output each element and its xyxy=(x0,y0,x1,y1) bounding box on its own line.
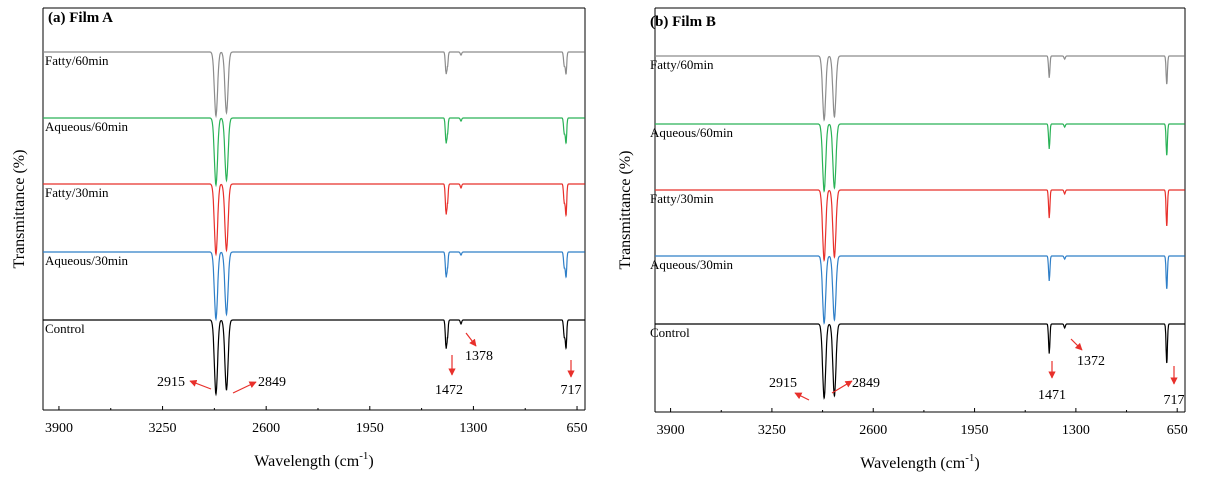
series-line-control xyxy=(43,320,585,394)
peak-annotation-label: 1471 xyxy=(1038,388,1066,403)
series-label: Control xyxy=(45,321,85,336)
series-label: Aqueous/60min xyxy=(45,119,129,134)
peak-annotation-label: 1378 xyxy=(465,349,493,364)
x-tick-label: 3900 xyxy=(45,421,73,436)
x-axis-label: Wavelength (cm-1) xyxy=(254,450,373,470)
chart-panel-film-a: (a) Film A 3900 3250 2600 1950 1300 650 Wavelen… xyxy=(11,8,588,470)
series-label: Aqueous/60min xyxy=(650,125,734,140)
peak-annotation-label: 2849 xyxy=(852,376,880,391)
chart-title: (b) Film B xyxy=(650,14,716,30)
peak-annotation-label: 2915 xyxy=(157,375,185,390)
series-line-aqueous-60min xyxy=(655,124,1185,191)
x-tick-label: 3900 xyxy=(657,423,685,438)
x-tick-label: 650 xyxy=(567,421,588,436)
series-label: Fatty/60min xyxy=(650,57,714,72)
x-axis-label: Wavelength (cm-1) xyxy=(860,452,979,472)
annotation-arrow xyxy=(466,333,476,346)
peak-annotation-label: 1472 xyxy=(435,383,463,398)
series-line-fatty-30min xyxy=(43,184,585,254)
x-tick-label: 1300 xyxy=(1062,423,1090,438)
peak-annotation-label: 717 xyxy=(561,383,582,398)
annotation-arrow xyxy=(795,393,809,400)
series-label: Fatty/60min xyxy=(45,53,109,68)
x-tick-label: 2600 xyxy=(859,423,887,438)
series-line-fatty-30min xyxy=(655,190,1185,260)
series-line-fatty-60min xyxy=(43,52,585,116)
x-tick-label: 3250 xyxy=(758,423,786,438)
series-line-aqueous-30min xyxy=(655,256,1185,323)
series-label: Control xyxy=(650,325,690,340)
series-label: Aqueous/30min xyxy=(45,253,129,268)
peak-annotation-label: 1372 xyxy=(1077,354,1105,369)
y-axis-label: Transmittance (%) xyxy=(11,150,28,269)
peak-annotation-label: 2849 xyxy=(258,375,286,390)
y-axis-label: Transmittance (%) xyxy=(617,151,634,270)
series-line-control xyxy=(655,324,1185,398)
chart-panel-film-b: (b) Film B 3900 3250 2600 1950 1300 650 Wavelen… xyxy=(617,8,1188,472)
series-label: Fatty/30min xyxy=(650,191,714,206)
annotation-arrow xyxy=(1071,339,1082,350)
x-tick-label: 1950 xyxy=(961,423,989,438)
x-tick-label: 1300 xyxy=(459,421,487,436)
series-line-fatty-60min xyxy=(655,56,1185,120)
annotation-arrow xyxy=(233,382,256,393)
x-tick-label: 2600 xyxy=(252,421,280,436)
x-tick-label: 1950 xyxy=(356,421,384,436)
series-label: Aqueous/30min xyxy=(650,257,734,272)
annotation-arrow xyxy=(190,381,211,389)
x-tick-label: 650 xyxy=(1167,423,1188,438)
series-label: Fatty/30min xyxy=(45,185,109,200)
x-tick-label: 3250 xyxy=(149,421,177,436)
peak-annotation-label: 2915 xyxy=(769,376,797,391)
peak-annotation-label: 717 xyxy=(1164,393,1185,408)
chart-title: (a) Film A xyxy=(48,10,113,26)
